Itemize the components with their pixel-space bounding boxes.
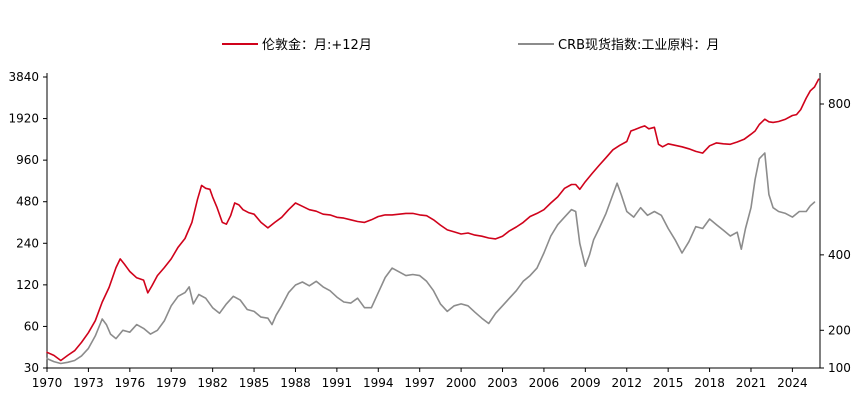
x-tick-label: 1991 bbox=[322, 376, 353, 390]
series-line-crb bbox=[46, 152, 816, 365]
x-tick-label: 2021 bbox=[736, 376, 767, 390]
left-tick-label: 3840 bbox=[8, 70, 39, 84]
right-axis-ticks: 100 200 400 800 bbox=[820, 97, 851, 375]
right-tick-label: 400 bbox=[828, 248, 851, 262]
x-tick-label: 2003 bbox=[487, 376, 518, 390]
right-tick-label: 100 bbox=[828, 361, 851, 375]
x-axis-ticks: 1970 1973 1976 1979 1982 1985 1988 1991 1994 1997… bbox=[32, 368, 808, 390]
left-tick-label: 30 bbox=[24, 361, 39, 375]
x-tick-label: 1982 bbox=[197, 376, 228, 390]
left-tick-label: 960 bbox=[16, 153, 39, 167]
x-tick-label: 1973 bbox=[73, 376, 104, 390]
legend-label-crb: CRB现货指数:工业原料：月 bbox=[558, 37, 719, 53]
legend-label-gold: 伦敦金：月:+12月 bbox=[262, 37, 372, 53]
x-tick-label: 1970 bbox=[32, 376, 63, 390]
left-tick-label: 240 bbox=[16, 236, 39, 250]
left-tick-label: 120 bbox=[16, 278, 39, 292]
x-tick-label: 1979 bbox=[156, 376, 187, 390]
left-tick-label: 60 bbox=[24, 319, 39, 333]
x-tick-label: 2006 bbox=[529, 376, 560, 390]
x-tick-label: 1994 bbox=[363, 376, 394, 390]
left-axis-ticks: 30 60 120 240 480 960 1920 3840 bbox=[8, 70, 47, 375]
x-tick-label: 1997 bbox=[404, 376, 435, 390]
legend: 伦敦金：月:+12月 CRB现货指数:工业原料：月 bbox=[222, 37, 719, 53]
right-tick-label: 800 bbox=[828, 97, 851, 111]
series-line-gold bbox=[46, 78, 820, 362]
right-tick-label: 200 bbox=[828, 323, 851, 337]
x-tick-label: 2024 bbox=[777, 376, 808, 390]
x-tick-label: 1988 bbox=[280, 376, 311, 390]
x-tick-label: 2018 bbox=[694, 376, 725, 390]
left-tick-label: 480 bbox=[16, 195, 39, 209]
x-tick-label: 2009 bbox=[570, 376, 601, 390]
x-tick-label: 2012 bbox=[611, 376, 642, 390]
left-tick-label: 1920 bbox=[8, 112, 39, 126]
x-tick-label: 2000 bbox=[446, 376, 477, 390]
x-tick-label: 1976 bbox=[115, 376, 146, 390]
x-tick-label: 1985 bbox=[239, 376, 270, 390]
series-layer bbox=[46, 78, 820, 365]
x-tick-label: 2015 bbox=[653, 376, 684, 390]
